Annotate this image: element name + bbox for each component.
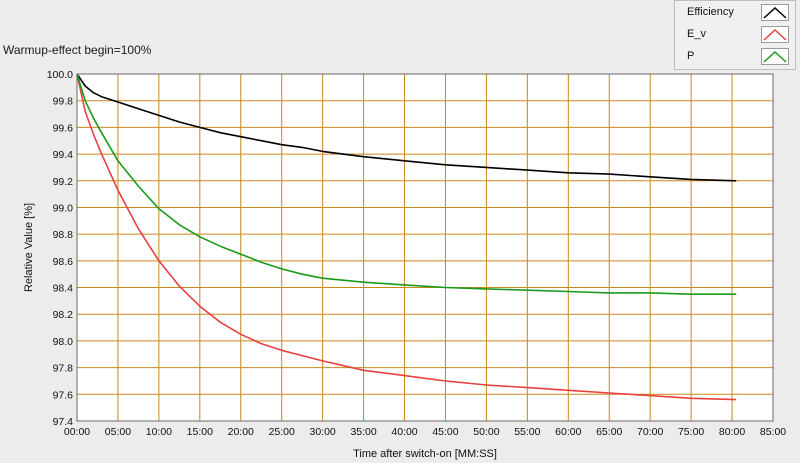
- x-tick-label: 30:00: [310, 426, 336, 438]
- legend-label-e-v: E_v: [687, 28, 706, 40]
- series-line-p: [76, 73, 737, 296]
- y-tick-label: 98.4: [53, 283, 74, 295]
- legend-swatch-e-v: [761, 26, 789, 43]
- y-axis-label: Relative Value [%]: [23, 203, 35, 292]
- x-tick-label: 60:00: [555, 426, 581, 438]
- x-tick-label: 65:00: [596, 426, 622, 438]
- x-tick-label: 25:00: [269, 426, 295, 438]
- y-tick-label: 97.6: [53, 389, 74, 401]
- x-tick-label: 35:00: [350, 426, 376, 438]
- y-tick-label: 97.8: [53, 363, 74, 375]
- legend-item-p[interactable]: P: [675, 46, 795, 68]
- y-tick-label: 99.2: [53, 176, 74, 188]
- y-tick-label: 98.6: [53, 256, 74, 268]
- legend-swatch-p: [761, 48, 789, 65]
- y-tick-label: 99.4: [53, 149, 74, 161]
- x-tick-label: 50:00: [473, 426, 499, 438]
- x-tick-label: 85:00: [760, 426, 786, 438]
- y-tick-label: 98.0: [53, 336, 74, 348]
- x-tick-labels: 00:00 05:00 10:00 15:00 20:00 25:00 30:00 35:00…: [64, 426, 786, 438]
- y-tick-label: 99.8: [53, 96, 74, 108]
- series-lines: [76, 73, 737, 401]
- x-tick-label: 05:00: [105, 426, 131, 438]
- y-tick-label: 100.0: [47, 69, 73, 81]
- x-tick-label: 00:00: [64, 426, 90, 438]
- series-line-e-v: [76, 73, 737, 401]
- grid-lines: [77, 74, 773, 421]
- y-tick-labels: 100.0 99.8 99.6 99.4 99.2 99.0 98.8 98.6 98.4 98.…: [47, 69, 73, 428]
- legend-label-p: P: [687, 50, 695, 62]
- x-tick-label: 40:00: [391, 426, 417, 438]
- chart-title: Warmup-effect begin=100%: [3, 43, 152, 57]
- x-axis-label: Time after switch-on [MM:SS]: [353, 448, 497, 460]
- x-tick-label: 15:00: [187, 426, 213, 438]
- y-tick-label: 97.4: [53, 416, 74, 428]
- x-tick-label: 75:00: [678, 426, 704, 438]
- x-tick-label: 10:00: [146, 426, 172, 438]
- legend: Efficiency E_v P: [674, 0, 796, 70]
- x-tick-label: 20:00: [228, 426, 254, 438]
- legend-item-e-v[interactable]: E_v: [675, 24, 795, 46]
- series-line-efficiency: [76, 73, 737, 182]
- y-tick-label: 99.6: [53, 122, 74, 134]
- legend-label-efficiency: Efficiency: [687, 6, 734, 18]
- y-tick-label: 98.2: [53, 309, 74, 321]
- x-tick-label: 45:00: [432, 426, 458, 438]
- x-tick-label: 55:00: [514, 426, 540, 438]
- x-tick-label: 70:00: [637, 426, 663, 438]
- plot-area: [77, 74, 773, 421]
- legend-swatch-efficiency: [761, 4, 789, 21]
- x-tick-label: 80:00: [719, 426, 745, 438]
- legend-item-efficiency[interactable]: Efficiency: [675, 2, 795, 24]
- y-tick-label: 98.8: [53, 229, 74, 241]
- plot-border: [76, 73, 774, 422]
- y-tick-label: 99.0: [53, 202, 74, 214]
